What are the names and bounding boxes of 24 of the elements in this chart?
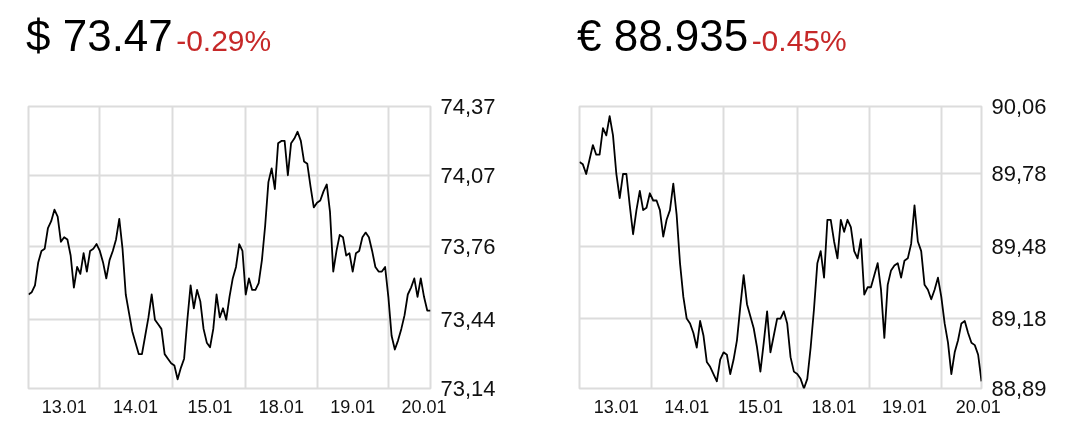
y-tick-label: 73,44 <box>440 307 496 333</box>
x-tick-label: 13.01 <box>41 396 87 417</box>
line-series <box>28 130 431 381</box>
y-tick-label: 89,18 <box>991 306 1047 332</box>
x-tick-label: 15.01 <box>737 396 783 417</box>
x-tick-label: 14.01 <box>664 396 710 417</box>
chart-title: € 88.935 <box>577 11 749 60</box>
chart-subtitle: -0.29% <box>176 24 272 57</box>
y-tick-label: 74,37 <box>440 94 496 119</box>
y-tick-label: 90,06 <box>991 94 1047 119</box>
chart-title: $ 73.47 <box>26 11 173 60</box>
y-tick-label: 89,78 <box>991 161 1047 187</box>
x-tick-label: 18.01 <box>258 396 304 417</box>
x-tick-label: 18.01 <box>811 396 857 417</box>
y-tick-label: 73,76 <box>440 233 496 259</box>
line-series <box>579 115 982 389</box>
x-tick-label: 15.01 <box>187 396 233 417</box>
y-tick-label: 74,07 <box>440 162 496 188</box>
x-tick-label: 19.01 <box>330 396 376 417</box>
x-tick-label: 14.01 <box>112 396 159 417</box>
chart-subtitle: -0.45% <box>751 24 847 57</box>
x-tick-label: 19.01 <box>881 396 927 417</box>
x-tick-label: 13.01 <box>593 396 639 417</box>
y-tick-label: 89,48 <box>991 233 1047 259</box>
